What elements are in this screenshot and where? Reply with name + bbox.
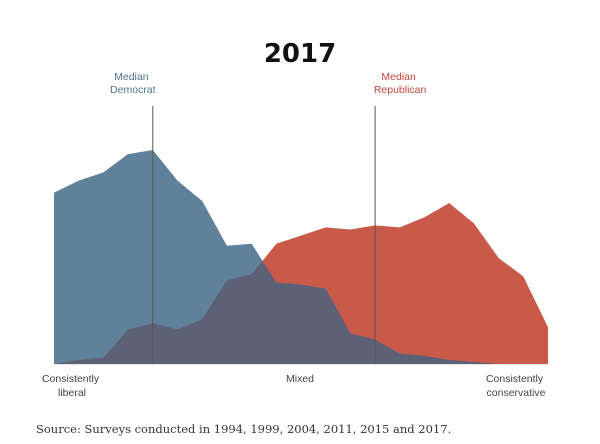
- republican-area: [54, 203, 548, 364]
- x-tick-liberal-line1: Consistently: [42, 373, 100, 385]
- median-democrat-label-line2: Democrat: [110, 84, 156, 96]
- median-republican-label: Median Republican: [374, 71, 427, 96]
- x-tick-liberal: Consistently liberal: [42, 373, 102, 399]
- x-tick-mixed: Mixed: [286, 373, 314, 385]
- x-tick-mixed-line1: Mixed: [286, 373, 314, 385]
- median-democrat-label-line1: Median: [114, 71, 149, 83]
- x-tick-liberal-line2: liberal: [58, 387, 86, 399]
- x-tick-conservative: Consistently conservative: [486, 373, 546, 399]
- median-republican-label-line2: Republican: [374, 84, 427, 96]
- source-note: Source: Surveys conducted in 1994, 1999,…: [36, 422, 451, 436]
- median-democrat-label: Median Democrat: [110, 71, 156, 96]
- x-tick-conservative-line1: Consistently: [486, 373, 544, 385]
- median-republican-label-line1: Median: [381, 71, 416, 83]
- chart-title: 2017: [264, 39, 336, 69]
- democrat-area: [54, 150, 548, 364]
- x-tick-conservative-line2: conservative: [487, 387, 546, 399]
